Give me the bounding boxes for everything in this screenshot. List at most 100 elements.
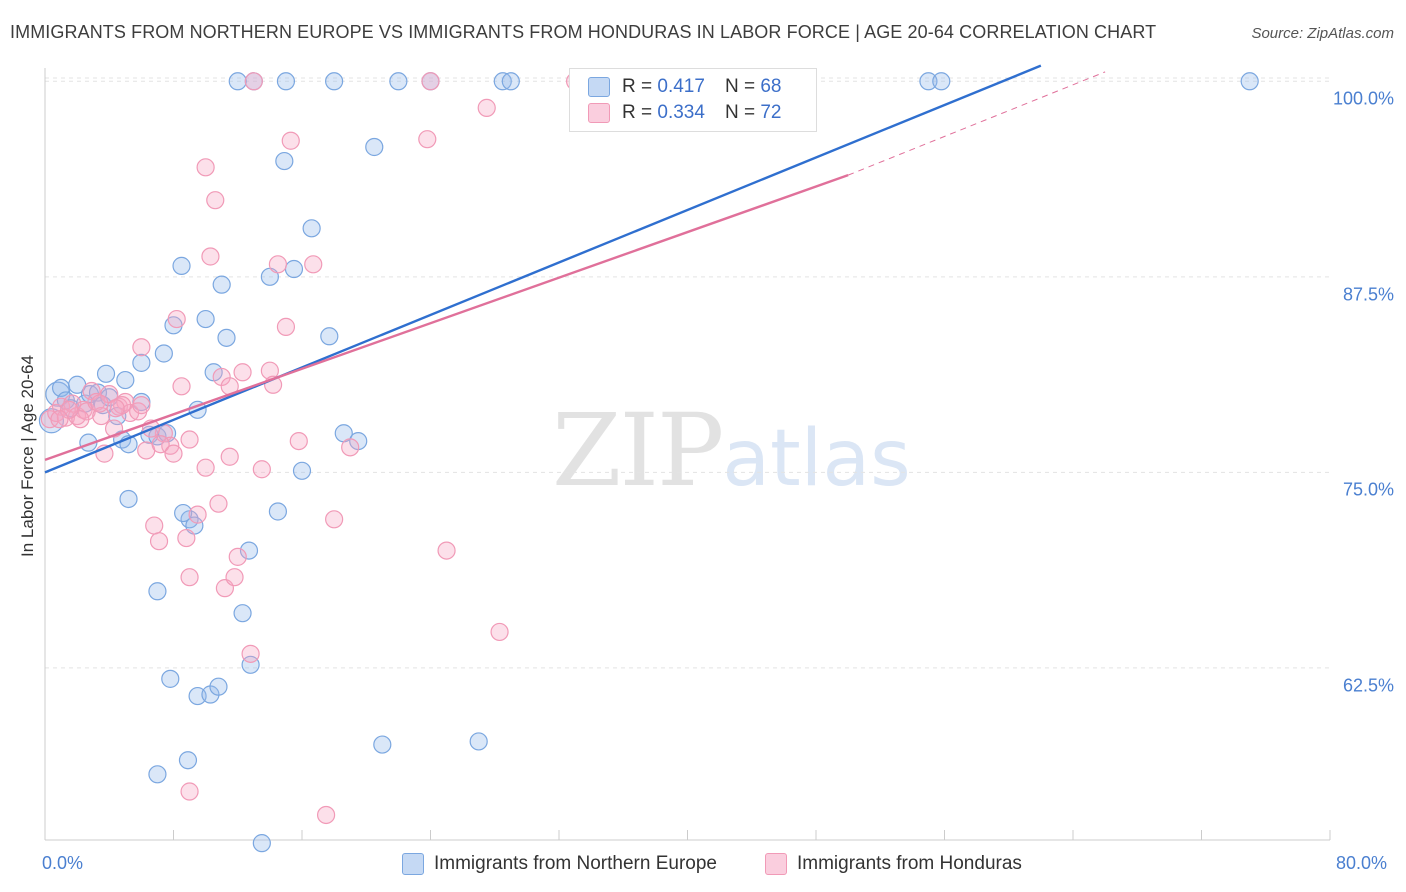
point-honduras [106, 399, 125, 418]
bottom-legend-swatch-blue [402, 853, 424, 875]
legend-r-label: R = [622, 102, 653, 123]
point-honduras [490, 622, 509, 642]
point-northern-europe [96, 364, 116, 383]
point-northern-europe [196, 309, 215, 329]
point-northern-europe [217, 328, 236, 347]
point-honduras [228, 547, 247, 566]
point-honduras [149, 532, 169, 551]
trendline-honduras-extension [847, 71, 1106, 176]
point-northern-europe [178, 751, 198, 770]
point-honduras [281, 131, 300, 150]
legend-n-label: N = [724, 76, 756, 97]
point-honduras [172, 377, 191, 396]
point-honduras [132, 338, 151, 357]
bottom-legend-swatch-pink [765, 853, 787, 875]
point-northern-europe [325, 72, 344, 91]
x-tick-min: 0.0% [42, 853, 84, 873]
point-honduras [90, 394, 109, 413]
point-honduras [196, 158, 215, 177]
trendline-honduras [44, 174, 849, 461]
legend-r-label: R = [622, 76, 653, 97]
point-northern-europe [292, 461, 312, 480]
point-northern-europe [252, 834, 271, 853]
legend-row-northern-europe: R = 0.417 N = 68 [588, 75, 781, 99]
point-northern-europe [389, 72, 408, 91]
legend-r-value: 0.334 [657, 102, 705, 123]
point-northern-europe [174, 503, 193, 523]
point-honduras [167, 309, 186, 329]
point-honduras [304, 255, 323, 274]
point-honduras [164, 444, 183, 463]
point-honduras [145, 516, 164, 535]
point-honduras [151, 435, 170, 454]
point-northern-europe [148, 582, 167, 601]
point-northern-europe [209, 677, 228, 696]
point-honduras [177, 528, 196, 548]
point-northern-europe [119, 489, 138, 509]
point-northern-europe [932, 72, 951, 91]
watermark-zip: ZIP [552, 392, 724, 509]
point-northern-europe [1240, 72, 1259, 91]
point-northern-europe [302, 219, 321, 238]
bottom-legend-label: Immigrants from Northern Europe [434, 853, 717, 874]
point-honduras [220, 447, 239, 466]
x-tick-max: 80.0% [1336, 853, 1388, 873]
point-honduras [437, 541, 456, 560]
point-honduras [233, 363, 252, 382]
bottom-legend-label: Immigrants from Honduras [797, 853, 1022, 874]
point-northern-europe [469, 732, 488, 751]
point-honduras [180, 782, 199, 801]
legend-n-label: N = [724, 102, 756, 123]
point-northern-europe [233, 604, 252, 623]
point-honduras [209, 494, 228, 513]
legend-r-value: 0.417 [657, 76, 705, 97]
chart-title: IMMIGRANTS FROM NORTHERN EUROPE VS IMMIG… [10, 22, 1157, 42]
point-northern-europe [172, 256, 191, 275]
point-honduras [325, 510, 344, 529]
point-honduras [180, 430, 199, 449]
point-honduras [196, 458, 215, 477]
watermark: ZIPatlas [552, 392, 911, 509]
point-honduras [477, 98, 496, 117]
y-tick-label: 62.5% [1342, 675, 1394, 696]
point-honduras [289, 431, 308, 451]
point-northern-europe [320, 327, 339, 346]
point-honduras [225, 568, 244, 587]
legend-n-value: 68 [760, 76, 782, 97]
point-northern-europe [116, 370, 135, 390]
point-northern-europe [132, 353, 151, 372]
point-northern-europe [919, 72, 938, 91]
source-label: Source: ZipAtlas.com [1251, 25, 1394, 42]
point-northern-europe [228, 72, 247, 91]
point-northern-europe [212, 275, 231, 294]
point-honduras [316, 805, 336, 825]
point-northern-europe [365, 137, 384, 157]
point-northern-europe [275, 151, 294, 171]
point-honduras [241, 644, 260, 663]
y-tick-label: 75.0% [1342, 479, 1394, 500]
point-northern-europe [161, 669, 180, 688]
point-northern-europe [501, 72, 520, 91]
point-northern-europe [148, 765, 167, 784]
point-honduras [418, 130, 437, 149]
trendline-northern-europe [44, 64, 1042, 474]
point-honduras [59, 400, 79, 419]
legend-swatch-pink [588, 103, 610, 123]
point-northern-europe [373, 735, 392, 754]
point-honduras [132, 396, 151, 415]
point-northern-europe [45, 381, 71, 407]
point-honduras [276, 317, 296, 336]
point-honduras [206, 191, 225, 210]
point-honduras [180, 568, 199, 587]
stats-legend: R = 0.417 N = 68 R = 0.334 N = 72 [569, 68, 817, 132]
point-honduras [341, 438, 360, 457]
point-northern-europe [239, 541, 259, 560]
point-honduras [268, 255, 288, 274]
y-tick-label: 87.5% [1342, 284, 1394, 305]
legend-n-value: 72 [760, 102, 782, 123]
point-honduras [50, 410, 69, 429]
point-honduras [244, 72, 263, 91]
point-northern-europe [268, 502, 288, 521]
point-northern-europe [276, 72, 296, 91]
